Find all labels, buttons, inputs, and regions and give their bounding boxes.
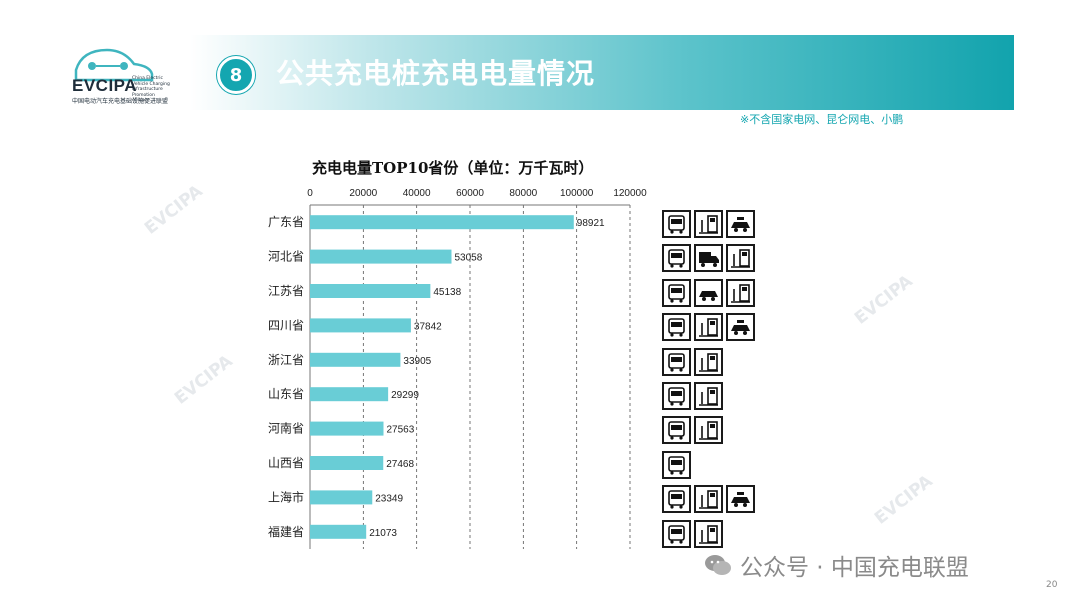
bus-icon bbox=[662, 313, 691, 342]
charging-pile-icon bbox=[694, 519, 723, 548]
x-tick-label: 40000 bbox=[403, 188, 431, 199]
x-tick-label: 80000 bbox=[509, 188, 537, 199]
data-label: 98921 bbox=[577, 218, 605, 229]
data-label: 27468 bbox=[386, 459, 414, 470]
data-label: 23349 bbox=[375, 493, 403, 504]
vehicle-icon-row bbox=[662, 450, 691, 479]
car-icon bbox=[694, 278, 723, 307]
title-banner bbox=[190, 35, 1014, 110]
logo-english: China Electric Vehicle Charging Infrastr… bbox=[132, 76, 170, 103]
category-label: 山西省 bbox=[268, 456, 304, 470]
x-tick-label: 0 bbox=[307, 188, 313, 199]
category-label: 河北省 bbox=[268, 250, 304, 264]
taxi-icon bbox=[726, 210, 755, 238]
bus-icon bbox=[662, 519, 691, 548]
logo-text: EVCIPA bbox=[72, 76, 138, 95]
charging-pile-icon bbox=[694, 313, 723, 342]
charging-pile-icon bbox=[694, 210, 723, 238]
category-label: 福建省 bbox=[268, 524, 304, 539]
wechat-footer: 公众号 · 中国充电联盟 bbox=[704, 548, 969, 582]
bus-icon bbox=[662, 347, 691, 376]
bus-icon bbox=[662, 244, 691, 273]
evcipa-logo bbox=[74, 48, 154, 82]
footnote: ※不含国家电网、昆仑网电、小鹏 bbox=[740, 113, 904, 126]
vehicle-icon-row bbox=[662, 382, 723, 410]
category-label: 上海市 bbox=[268, 489, 304, 504]
charging-pile-icon bbox=[726, 244, 755, 273]
watermark: EVCIPA bbox=[871, 471, 937, 529]
bar bbox=[310, 284, 431, 298]
bar bbox=[310, 524, 367, 539]
x-tick-label: 120000 bbox=[613, 188, 647, 199]
x-tick-label: 100000 bbox=[560, 188, 594, 199]
bar bbox=[310, 456, 384, 470]
bar bbox=[310, 490, 373, 505]
bus-icon bbox=[662, 485, 691, 514]
charging-pile-icon bbox=[694, 347, 723, 376]
taxi-icon bbox=[726, 313, 755, 342]
taxi-icon bbox=[726, 485, 755, 514]
category-label: 四川省 bbox=[268, 318, 304, 332]
bus-icon bbox=[662, 382, 691, 410]
chart-title: 充电电量TOP10省份（单位：万千瓦时） bbox=[312, 159, 594, 177]
category-label: 浙江省 bbox=[268, 353, 304, 367]
x-tick-label: 60000 bbox=[456, 188, 484, 199]
watermark: EVCIPA bbox=[171, 351, 237, 409]
section-number-badge: 8 bbox=[217, 56, 255, 94]
bar-chart: 0 20000 40000 60000 80000 100000 120000 广东省 9892… bbox=[268, 188, 647, 549]
vehicle-icon-row bbox=[662, 485, 755, 514]
vehicle-icon-row bbox=[662, 210, 755, 238]
bus-icon bbox=[662, 416, 691, 445]
x-tick-label: 20000 bbox=[349, 188, 377, 199]
wechat-icon bbox=[705, 555, 731, 575]
bar bbox=[310, 421, 384, 436]
vehicle-icon-row bbox=[662, 416, 723, 445]
bar bbox=[310, 387, 389, 402]
category-label: 广东省 bbox=[268, 215, 304, 229]
vehicle-icon-row bbox=[662, 313, 755, 342]
data-label: 45138 bbox=[433, 287, 461, 298]
vehicle-icon-row bbox=[662, 278, 755, 307]
logo-subtitle: 中国电动汽车充电基础设施促进联盟 bbox=[72, 98, 169, 105]
watermark: EVCIPA bbox=[851, 271, 917, 329]
bar bbox=[310, 215, 574, 230]
bar bbox=[310, 318, 411, 333]
vehicle-icon-row bbox=[662, 347, 723, 376]
charging-pile-icon bbox=[694, 416, 723, 445]
page-number: 20 bbox=[1046, 580, 1058, 590]
bus-icon bbox=[662, 450, 691, 479]
charging-pile-icon bbox=[726, 278, 755, 307]
watermark: EVCIPA bbox=[141, 181, 207, 239]
page-title: 公共充电桩充电电量情况 bbox=[276, 57, 596, 90]
category-label: 江苏省 bbox=[268, 284, 304, 298]
category-label: 山东省 bbox=[268, 387, 304, 401]
data-label: 27563 bbox=[387, 425, 415, 436]
wechat-account-label: 公众号 · 中国充电联盟 bbox=[740, 555, 969, 581]
data-label: 29299 bbox=[391, 390, 419, 401]
data-label: 37842 bbox=[414, 321, 442, 332]
vehicle-icon-row bbox=[662, 244, 755, 273]
bar bbox=[310, 249, 452, 264]
data-label: 33905 bbox=[403, 356, 431, 367]
charging-pile-icon bbox=[694, 382, 723, 410]
charging-pile-icon bbox=[694, 485, 723, 514]
category-label: 河南省 bbox=[268, 421, 304, 436]
bar bbox=[310, 352, 401, 367]
bus-icon bbox=[662, 210, 691, 238]
truck-icon bbox=[694, 244, 723, 273]
vehicle-icon-row bbox=[662, 519, 723, 548]
data-label: 53058 bbox=[454, 253, 482, 264]
data-label: 21073 bbox=[369, 528, 397, 539]
bus-icon bbox=[662, 278, 691, 307]
